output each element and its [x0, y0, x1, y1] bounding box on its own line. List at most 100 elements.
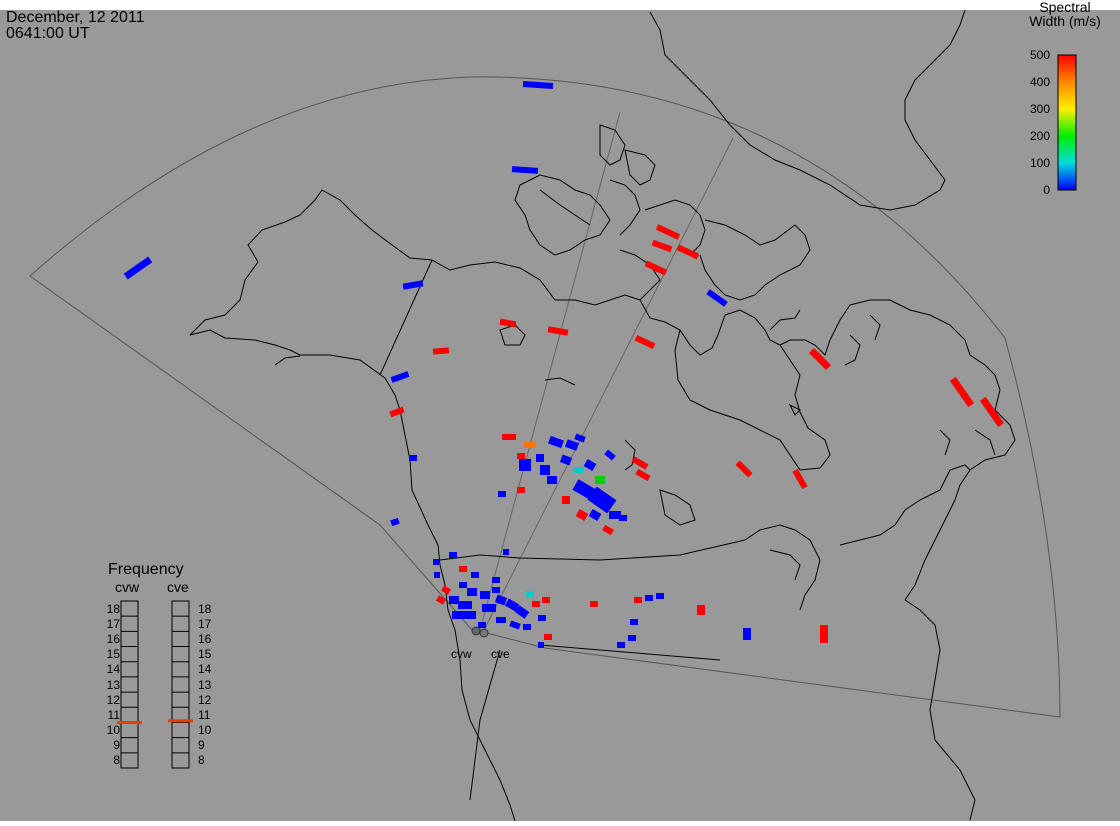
colorbar-scale — [1057, 54, 1077, 191]
radar-echo-cell — [432, 347, 450, 355]
radar-echo-cell — [949, 376, 975, 408]
radar-echo-cell — [706, 289, 728, 307]
radar-echo-cell — [590, 601, 598, 607]
frequency-level-label: 17 — [198, 616, 212, 631]
radar-echo-cell — [588, 509, 602, 521]
frequency-level-label: 8 — [113, 753, 120, 768]
radar-echo-cell — [634, 597, 642, 603]
radar-fov-outline — [29, 76, 1061, 718]
radar-echo-cell — [409, 455, 417, 461]
radar-echo-cell — [459, 582, 467, 588]
political-boundaries — [379, 259, 746, 801]
coastlines — [189, 9, 1016, 822]
radar-echo-cell — [390, 371, 410, 383]
radar-echoes — [123, 80, 1005, 648]
radar-echo-cell — [504, 598, 520, 612]
fov-beam-line — [479, 111, 621, 631]
radar-echo-cell — [548, 435, 564, 449]
colorbar-title-line2: Width (m/s) — [1029, 13, 1101, 29]
radar-echo-cell — [538, 642, 544, 648]
radar-echo-cell — [436, 595, 446, 605]
map-background — [0, 10, 1120, 821]
radar-echo-cell — [735, 460, 753, 478]
radar-echo-cell — [542, 597, 550, 603]
radar-echo-cell — [517, 453, 525, 459]
radar-echo-cell — [820, 625, 828, 639]
frequency-bar-cvw — [120, 600, 139, 769]
radar-echo-cell — [792, 468, 808, 490]
radar-echo-cell — [645, 595, 653, 601]
site-label-cve: cve — [491, 647, 510, 661]
colorbar-tick-label: 300 — [1029, 102, 1050, 116]
radar-echo-cell — [655, 224, 681, 240]
frequency-grid — [121, 615, 189, 754]
radar-echo-cell — [449, 596, 459, 604]
radar-echo-cell — [389, 406, 405, 418]
radar-echo-cell — [697, 605, 705, 615]
frequency-level-label: 16 — [198, 631, 212, 646]
frequency-level-label: 10 — [106, 723, 120, 738]
radar-echo-cell — [434, 572, 440, 578]
fov-beam-line — [483, 137, 734, 631]
radar-echo-cell — [617, 642, 625, 648]
radar-echo-cell — [459, 566, 467, 572]
radar-echo-cell — [123, 256, 153, 280]
radar-echo-cell — [499, 318, 517, 328]
radar-echo-cell — [464, 611, 476, 619]
radar-echo-cell — [390, 517, 400, 527]
timestamp-header: December, 12 2011 0641:00 UT — [6, 10, 144, 42]
frequency-level-label: 17 — [106, 616, 120, 631]
radar-echo-cell — [502, 434, 516, 440]
time-label: 0641:00 UT — [6, 25, 90, 42]
radar-echo-cell — [536, 454, 544, 462]
radar-echo-cell — [630, 619, 638, 625]
frequency-level-label: 13 — [198, 677, 212, 692]
radar-echo-cell — [743, 628, 751, 640]
radar-echo-cell — [496, 617, 506, 623]
radar-echo-cell — [564, 439, 580, 451]
frequency-level-label: 9 — [113, 738, 120, 753]
radar-echo-cell — [509, 620, 521, 630]
radar-echo-cell — [517, 487, 525, 493]
frequency-level-label: 15 — [106, 647, 120, 662]
frequency-level-label: 11 — [198, 707, 211, 722]
radar-echo-cell — [471, 572, 479, 578]
radar-echo-cell — [526, 591, 534, 597]
frequency-radar-cvw-label: cvw — [115, 579, 140, 595]
radar-site-cve — [479, 628, 489, 638]
frequency-level-label: 13 — [106, 677, 120, 692]
site-label-cvw: cvw — [451, 647, 472, 661]
colorbar-tick-label: 400 — [1029, 75, 1050, 89]
radar-echo-cell — [676, 244, 700, 260]
radar-echo-cell — [559, 454, 573, 466]
radar-echo-cell — [820, 637, 828, 643]
radar-echo-cell — [583, 459, 597, 471]
radar-echo-cell — [503, 549, 509, 555]
radar-echo-cell — [979, 396, 1005, 428]
radar-echo-cell — [458, 601, 472, 609]
radar-echo-cell — [595, 476, 605, 484]
frequency-bar-cve — [171, 600, 190, 769]
radar-echo-cell — [619, 515, 627, 521]
radar-echo-cell — [480, 591, 490, 599]
radar-echo-cell — [524, 442, 536, 448]
frequency-title: Frequency — [108, 561, 184, 578]
frequency-level-label: 8 — [198, 753, 205, 768]
radar-echo-cell — [402, 280, 424, 290]
frequency-level-label: 12 — [106, 692, 120, 707]
radar-echo-cell — [492, 577, 500, 583]
radar-echo-cell — [449, 552, 457, 558]
radar-echo-cell — [609, 511, 621, 519]
radar-echo-cell — [628, 635, 636, 641]
colorbar-tick-label: 100 — [1029, 156, 1050, 170]
radar-echo-cell — [587, 486, 617, 514]
frequency-level-label: 9 — [198, 738, 205, 753]
frequency-level-label: 12 — [198, 692, 212, 707]
radar-echo-cell — [544, 634, 552, 640]
frequency-level-label: 16 — [106, 631, 120, 646]
radar-echo-cell — [433, 559, 439, 565]
date-label: December, 12 2011 — [6, 9, 145, 26]
radar-echo-cell — [538, 615, 546, 621]
